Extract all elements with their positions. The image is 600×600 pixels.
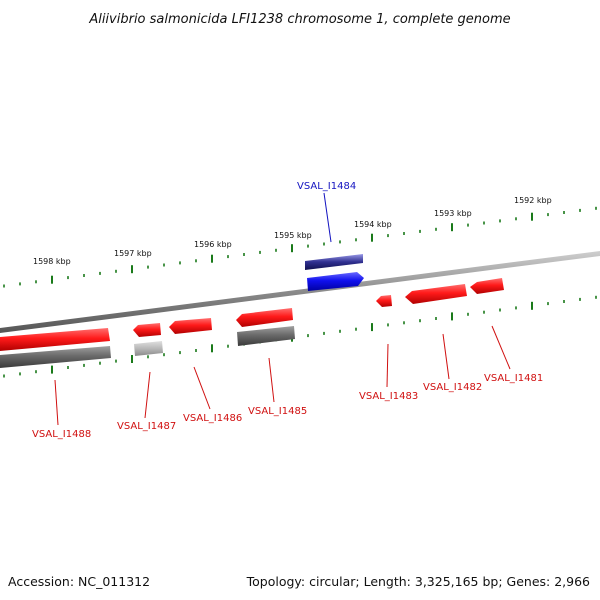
gene-label-vsal-i1485[interactable]: VSAL_I1485 [248,406,307,417]
leader-vsal-i1481 [491,325,511,370]
gene-vsal-i1484-feature[interactable] [305,254,364,291]
gene-label-vsal-i1483[interactable]: VSAL_I1483 [359,391,418,402]
leader-vsal-i1488 [54,379,59,426]
tick-label-1596: 1596 kbp [194,240,232,249]
leader-vsal-i1484 [323,192,332,243]
gene-vsal-i1485-arrow [236,308,293,327]
leader-vsal-i1485 [268,357,275,403]
gene-vsal-i1487-feature[interactable] [133,323,163,356]
gene-vsal-i1481-feature[interactable] [470,278,504,294]
gene-vsal-i1487-pseudo [134,341,163,356]
gene-label-vsal-i1486[interactable]: VSAL_I1486 [183,413,242,424]
gene-vsal-i1485-feature[interactable] [236,308,295,346]
gene-vsal-i1484-arrow [307,272,364,291]
tick-label-1597: 1597 kbp [114,249,152,258]
gene-vsal-i1484-shadow [305,254,363,270]
gene-label-vsal-i1481[interactable]: VSAL_I1481 [484,373,543,384]
genome-summary: Topology: circular; Length: 3,325,165 bp… [246,574,590,589]
tick-label-1598: 1598 kbp [33,257,71,266]
page-title: Aliivibrio salmonicida LFI1238 chromosom… [88,12,510,27]
tick-label-1593: 1593 kbp [434,209,472,218]
gene-label-vsal-i1488[interactable]: VSAL_I1488 [32,429,91,440]
scale-ticks-outer [3,206,597,288]
gene-vsal-i1487-arrow [133,323,161,337]
gene-vsal-i1482-feature[interactable] [405,284,467,304]
gene-vsal-i1483-arrow [376,295,392,307]
scale-tick-labels: 1598 kbp 1597 kbp 1596 kbp 1595 kbp 1594… [33,196,552,266]
tick-label-1594: 1594 kbp [354,220,392,229]
gene-vsal-i1486-arrow [169,318,212,334]
chromosome-backbone [0,251,600,333]
accession-label: Accession: NC_011312 [8,574,150,589]
gene-vsal-i1488-pseudo [0,346,111,368]
gene-labels: VSAL_I1484 VSAL_I1488 VSAL_I1487 VSAL_I1… [32,181,543,440]
gene-vsal-i1485-pseudo [237,326,295,346]
gene-vsal-i1486-feature[interactable] [169,318,212,334]
tick-label-1595: 1595 kbp [274,231,312,240]
gene-label-vsal-i1487[interactable]: VSAL_I1487 [117,421,176,432]
leader-vsal-i1487 [144,371,151,419]
gene-label-vsal-i1484[interactable]: VSAL_I1484 [297,181,356,192]
leader-vsal-i1483 [386,343,389,388]
tick-label-1592: 1592 kbp [514,196,552,205]
gene-vsal-i1488-feature[interactable] [0,328,111,368]
gene-vsal-i1481-arrow [470,278,504,294]
leader-vsal-i1486 [193,366,211,410]
gene-label-vsal-i1482[interactable]: VSAL_I1482 [423,382,482,393]
gene-vsal-i1488-arrow [0,328,110,351]
gene-label-leaders [54,192,511,426]
leader-vsal-i1482 [442,333,450,380]
gene-vsal-i1482-arrow [405,284,467,304]
gene-vsal-i1483-feature[interactable] [376,295,392,307]
